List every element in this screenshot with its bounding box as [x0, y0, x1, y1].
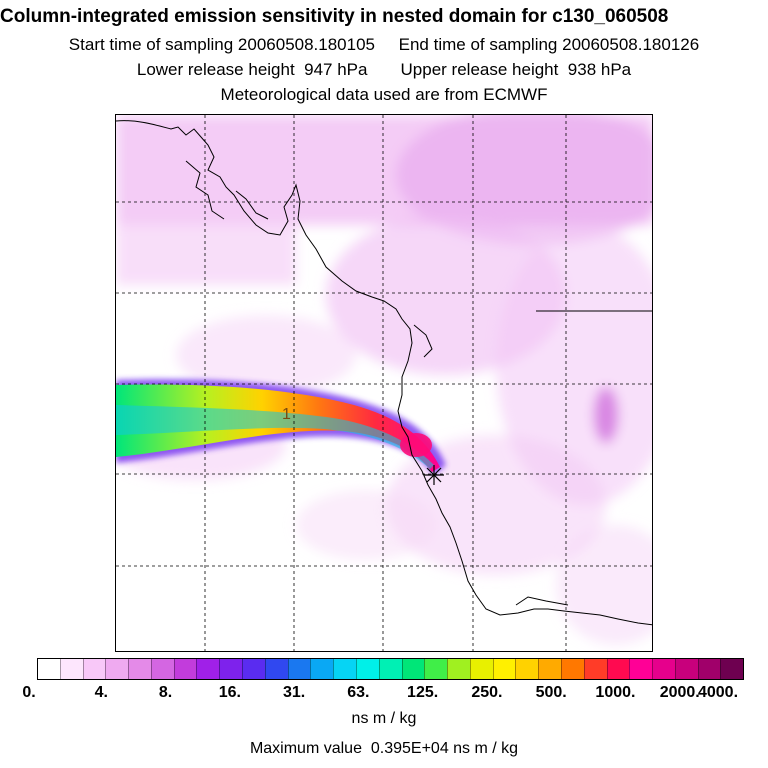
- colorbar-segment: [720, 659, 744, 679]
- colorbar-segment: [264, 659, 288, 679]
- colorbar-segment: [287, 659, 311, 679]
- colorbar-segment: [492, 659, 516, 679]
- maximum-value: Maximum value 0.395E+04 ns m / kg: [249, 740, 519, 757]
- plot-title: Column-integrated emission sensitivity i…: [0, 6, 669, 27]
- colorbar-segment: [401, 659, 425, 679]
- colorbar-segment: [38, 659, 60, 679]
- colorbar-segment: [469, 659, 493, 679]
- start-sampling: Start time of sampling 20060508.180105: [68, 35, 376, 54]
- colorbar-segment: [196, 659, 220, 679]
- colorbar-tick-label: 4.: [94, 684, 108, 701]
- colorbar-segment: [515, 659, 539, 679]
- end-sampling: End time of sampling 20060508.180126: [398, 35, 700, 54]
- colorbar-tick-label: 125.: [407, 684, 439, 701]
- colorbar-segment: [82, 659, 106, 679]
- release-heights: Lower release height 947 hPa Upper relea…: [0, 60, 768, 80]
- lower-release-height: Lower release height 947 hPa: [136, 60, 368, 79]
- colorbar-segment: [538, 659, 561, 679]
- colorbar-segment: [173, 659, 197, 679]
- upper-release-height: Upper release height 938 hPa: [400, 60, 632, 79]
- colorbar-segment: [583, 659, 607, 679]
- colorbar-segment: [424, 659, 448, 679]
- colorbar-tick-label: 8.: [158, 684, 173, 701]
- colorbar-segment: [629, 659, 653, 679]
- colorbar-segment: [652, 659, 675, 679]
- colorbar-tick-label: 31.: [282, 684, 306, 701]
- colorbar: [37, 658, 744, 680]
- colorbar-tick-label: 0.: [22, 684, 36, 701]
- colorbar-segment: [378, 659, 402, 679]
- colorbar-segment: [697, 659, 721, 679]
- colorbar-segment: [128, 659, 151, 679]
- map-svg: 1: [116, 115, 652, 651]
- colorbar-tick-label: 2000.: [659, 684, 700, 701]
- emission-plume: [116, 379, 446, 475]
- background-sensitivity-field: [116, 115, 652, 645]
- trajectory-marker-label: 1: [282, 406, 291, 423]
- colorbar-tick-label: 4000.: [697, 684, 739, 701]
- colorbar-segment: [333, 659, 356, 679]
- colorbar-tick-label: 250.: [471, 684, 503, 701]
- colorbar-ticks: 0. 4. 8. 16. 31. 63. 125. 250. 500. 1000. 2000. 400…: [0, 684, 768, 706]
- colorbar-segment: [150, 659, 174, 679]
- asterisk-icon: [424, 465, 444, 485]
- colorbar-tick-label: 500.: [535, 684, 567, 701]
- colorbar-tick-label: 1000.: [595, 684, 636, 701]
- colorbar-segment: [242, 659, 265, 679]
- colorbar-segment: [355, 659, 379, 679]
- colorbar-segment: [59, 659, 83, 679]
- colorbar-segment: [560, 659, 584, 679]
- colorbar-segment: [606, 659, 630, 679]
- colorbar-tick-label: 63.: [347, 684, 370, 701]
- colorbar-segment: [219, 659, 243, 679]
- met-data-note: Meteorological data used are from ECMWF: [220, 85, 548, 104]
- colorbar-segment: [105, 659, 129, 679]
- colorbar-tick-label: 16.: [218, 684, 241, 701]
- colorbar-units: ns m / kg: [351, 710, 417, 727]
- colorbar-segment: [447, 659, 470, 679]
- colorbar-segment: [310, 659, 334, 679]
- sampling-times: Start time of sampling 20060508.180105 E…: [0, 35, 768, 55]
- colorbar-segment: [674, 659, 698, 679]
- map-panel: 1: [115, 114, 653, 652]
